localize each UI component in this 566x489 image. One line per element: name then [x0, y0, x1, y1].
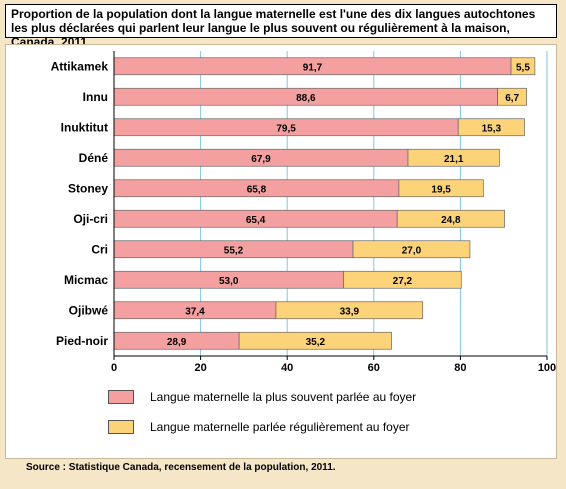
- data-label: 55,2: [224, 245, 244, 256]
- x-tick-label: 0: [111, 362, 117, 374]
- bar-segment: [398, 179, 484, 198]
- data-label: 65,8: [247, 184, 267, 195]
- bar-segment: [352, 240, 471, 259]
- data-label: 6,7: [505, 93, 519, 104]
- data-label: 21,1: [444, 154, 464, 165]
- data-label: 37,4: [185, 306, 205, 317]
- bar-segment: [457, 118, 525, 137]
- x-tick-label: 20: [194, 362, 206, 374]
- legend-label-series-1: Langue maternelle la plus souvent parlée…: [150, 390, 417, 404]
- bar-segment: [396, 209, 505, 228]
- category-label: Oji-cri: [73, 212, 108, 226]
- category-label: Stoney: [68, 181, 108, 195]
- category-label: Déné: [79, 151, 109, 165]
- data-label: 5,5: [516, 62, 530, 73]
- source-note: Source : Statistique Canada, recensement…: [26, 462, 336, 473]
- legend-swatch-series-1: [108, 390, 134, 404]
- bar-segment: [238, 331, 392, 350]
- x-tick-label: 60: [368, 362, 380, 374]
- data-label: 27,0: [402, 245, 422, 256]
- category-label: Innu: [83, 90, 108, 104]
- x-tick-label: 80: [454, 362, 466, 374]
- data-label: 79,5: [276, 123, 296, 134]
- category-label: Pied-noir: [56, 334, 108, 348]
- category-label: Micmac: [64, 273, 108, 287]
- bar-segment: [275, 301, 424, 320]
- data-label: 19,5: [431, 184, 451, 195]
- data-label: 65,4: [246, 215, 266, 226]
- data-label: 33,9: [340, 306, 360, 317]
- data-label: 15,3: [482, 123, 502, 134]
- x-tick-label: 40: [281, 362, 293, 374]
- category-label: Inuktitut: [61, 120, 108, 134]
- data-label: 67,9: [251, 154, 271, 165]
- chart-title: Proportion de la population dont la lang…: [5, 4, 557, 49]
- legend-label-series-2: Langue maternelle parlée régulièrement a…: [150, 420, 410, 434]
- bar-segment: [510, 57, 536, 76]
- category-label: Ojibwé: [69, 303, 109, 317]
- data-label: 91,7: [303, 62, 323, 73]
- category-label: Attikamek: [51, 59, 109, 73]
- bar-segment: [343, 270, 462, 289]
- data-label: 88,6: [296, 93, 316, 104]
- data-label: 28,9: [167, 337, 187, 348]
- bar-segment: [407, 148, 500, 167]
- data-label: 35,2: [306, 337, 326, 348]
- data-label: 27,2: [393, 276, 413, 287]
- x-tick-label: 100: [538, 362, 556, 374]
- category-label: Cri: [91, 242, 108, 256]
- bar-segment: [497, 87, 527, 106]
- data-label: 53,0: [219, 276, 239, 287]
- legend-swatch-series-2: [108, 420, 134, 434]
- data-label: 24,8: [441, 215, 461, 226]
